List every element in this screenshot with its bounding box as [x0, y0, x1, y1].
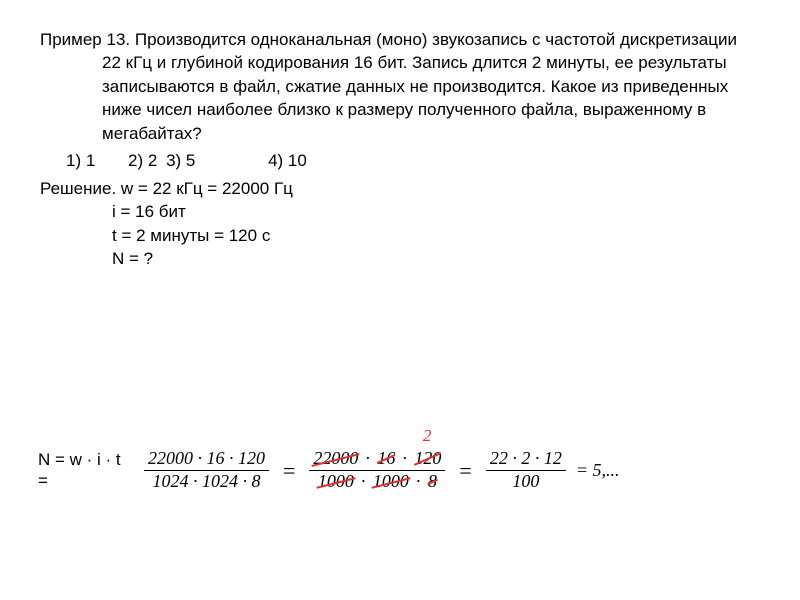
fraction-1-numerator: 22000 · 16 · 120	[144, 448, 269, 471]
frac2-num-22000: 22000	[313, 448, 358, 469]
frac1-num-text: 22000 · 16 · 120	[148, 448, 265, 468]
frac3-den-text: 100	[512, 471, 539, 491]
frac2-den-8: 8	[428, 471, 437, 492]
fraction-2: 2 22000 · 16 · 120 1000 · 1000 · 8	[309, 448, 445, 493]
fraction-3-numerator: 22 · 2 · 12	[486, 448, 566, 471]
answer-2: 2) 2	[128, 151, 157, 170]
equals-1: =	[283, 458, 295, 484]
answer-choices: 1) 1 2) 2 3) 5 4) 10	[40, 149, 760, 172]
frac3-num-text: 22 · 2 · 12	[490, 448, 562, 468]
frac2-num-120: 120	[414, 448, 441, 469]
problem-statement: Пример 13. Производится одноканальная (м…	[40, 28, 760, 145]
given-t: t = 2 минуты = 120 с	[40, 224, 760, 247]
fraction-1-denominator: 1024 · 1024 · 8	[149, 471, 265, 493]
dot-icon: ·	[363, 448, 373, 468]
fraction-3: 22 · 2 · 12 100	[486, 448, 566, 493]
cancel-annotation-2: 2	[423, 426, 432, 446]
dot-icon: ·	[358, 471, 368, 491]
fraction-1: 22000 · 16 · 120 1024 · 1024 · 8	[144, 448, 269, 493]
answer-4: 4) 10	[268, 151, 307, 170]
frac2-num-16: 16	[377, 448, 395, 469]
frac1-den-text: 1024 · 1024 · 8	[153, 471, 261, 491]
formula-result: = 5,...	[576, 460, 620, 481]
fraction-2-numerator: 22000 · 16 · 120	[309, 448, 445, 471]
slide: Пример 13. Производится одноканальная (м…	[0, 0, 800, 600]
dot-icon: ·	[400, 448, 410, 468]
problem-text: Пример 13. Производится одноканальная (м…	[40, 28, 760, 145]
solution-line-w: Решение. w = 22 кГц = 22000 Гц	[40, 177, 760, 200]
given-i: i = 16 бит	[40, 200, 760, 223]
answer-3: 3) 5	[166, 151, 195, 170]
lhs-line2: =	[38, 471, 48, 490]
fraction-3-denominator: 100	[508, 471, 543, 493]
frac2-den-1000b: 1000	[373, 471, 409, 492]
fraction-2-denominator: 1000 · 1000 · 8	[314, 471, 441, 493]
formula-lhs: N = w · i · t =	[38, 450, 134, 491]
equals-2: =	[459, 458, 471, 484]
formula-row: N = w · i · t = 22000 · 16 · 120 1024 · …	[38, 448, 620, 493]
dot-icon: ·	[413, 471, 423, 491]
answer-1: 1) 1	[66, 151, 95, 170]
frac2-den-1000a: 1000	[318, 471, 354, 492]
lhs-line1: N = w · i · t	[38, 450, 121, 469]
given-n: N = ?	[40, 247, 760, 270]
